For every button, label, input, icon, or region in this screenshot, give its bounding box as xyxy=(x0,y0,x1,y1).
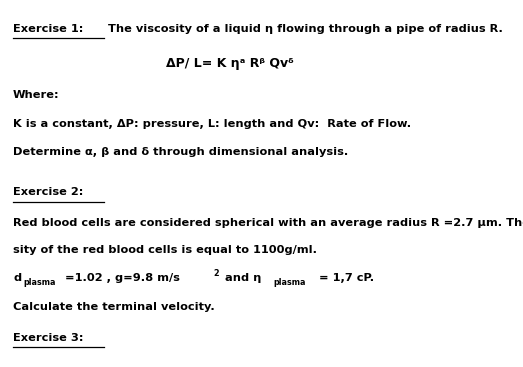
Text: Red blood cells are considered spherical with an average radius R =2.7 μm. The d: Red blood cells are considered spherical… xyxy=(13,218,523,228)
Text: K is a constant, ΔP: pressure, L: length and Qv:  Rate of Flow.: K is a constant, ΔP: pressure, L: length… xyxy=(13,119,411,129)
Text: Calculate the terminal velocity.: Calculate the terminal velocity. xyxy=(13,302,215,312)
Text: and η: and η xyxy=(221,273,262,283)
Text: Determine α, β and δ through dimensional analysis.: Determine α, β and δ through dimensional… xyxy=(13,147,348,157)
Text: plasma: plasma xyxy=(273,278,305,287)
Text: = 1,7 cP.: = 1,7 cP. xyxy=(315,273,374,283)
Text: Exercise 2:: Exercise 2: xyxy=(13,187,84,197)
Text: Exercise 3:: Exercise 3: xyxy=(13,333,84,343)
Text: 2: 2 xyxy=(214,269,219,278)
Text: ΔP/ L= K ηᵃ Rᵝ Qvᵟ: ΔP/ L= K ηᵃ Rᵝ Qvᵟ xyxy=(166,57,294,70)
Text: Exercise 1:: Exercise 1: xyxy=(13,24,84,34)
Text: sity of the red blood cells is equal to 1100g/ml.: sity of the red blood cells is equal to … xyxy=(13,245,317,255)
Text: Where:: Where: xyxy=(13,90,60,100)
Text: plasma: plasma xyxy=(24,278,56,287)
Text: =1.02 , g=9.8 m/s: =1.02 , g=9.8 m/s xyxy=(65,273,180,283)
Text: d: d xyxy=(13,273,21,283)
Text: The viscosity of a liquid η flowing through a pipe of radius R.: The viscosity of a liquid η flowing thro… xyxy=(104,24,503,34)
